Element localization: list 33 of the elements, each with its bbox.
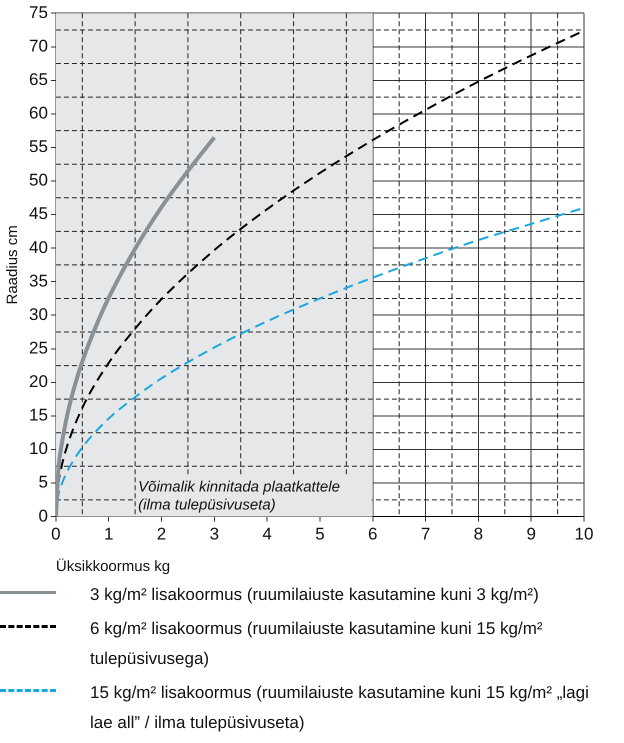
x-tick-label: 7 — [420, 524, 430, 544]
y-tick-label: 55 — [28, 137, 48, 156]
legend-label: 6 kg/m² lisakoormus (ruumilaiuste kasutamine kuni 15 kg/m² tulepüsivusega) — [90, 618, 544, 670]
y-tick-label: 50 — [28, 170, 48, 190]
x-tick-label: 9 — [526, 524, 536, 544]
x-axis-title: Üksikkoormus kg — [56, 558, 170, 576]
y-tick-label: 75 — [28, 2, 48, 22]
x-tick-label: 3 — [210, 524, 220, 544]
y-tick-label: 30 — [28, 304, 48, 324]
y-axis-title: Raadius cm — [4, 225, 22, 304]
y-tick-label: 25 — [28, 338, 48, 358]
y-tick-label: 20 — [28, 372, 48, 392]
x-tick-label: 8 — [474, 524, 484, 544]
x-tick-label: 6 — [368, 524, 378, 544]
x-tick-label: 2 — [156, 524, 166, 544]
x-tick-label: 10 — [574, 524, 594, 544]
y-tick-label: 70 — [28, 36, 48, 56]
legend-label: 15 kg/m² lisakoormus (ruumilaiuste kasutamine kuni 15 kg/m² „lagi lae all” / ilma tulepüsivuseta) — [90, 682, 590, 734]
band-label: Võimalik kinnitada plaatkattele (ilma tulepüsivuseta) — [138, 478, 340, 514]
y-tick-label: 60 — [28, 104, 48, 123]
x-tick-label: 5 — [315, 524, 325, 544]
legend-label: 3 kg/m² lisakoormus (ruumilaiuste kasutamine kuni 3 kg/m²) — [90, 584, 540, 606]
y-tick-label: 65 — [28, 70, 48, 90]
y-tick-label: 15 — [28, 406, 48, 425]
y-tick-label: 35 — [28, 271, 48, 290]
y-tick-label: 10 — [28, 439, 48, 458]
y-tick-label: 5 — [38, 472, 48, 492]
y-tick-label: 45 — [28, 204, 48, 224]
x-tick-label: 1 — [104, 524, 114, 544]
x-tick-label: 4 — [262, 524, 272, 544]
y-tick-label: 0 — [38, 506, 48, 526]
y-tick-label: 40 — [28, 238, 48, 257]
x-tick-label: 0 — [51, 524, 61, 544]
